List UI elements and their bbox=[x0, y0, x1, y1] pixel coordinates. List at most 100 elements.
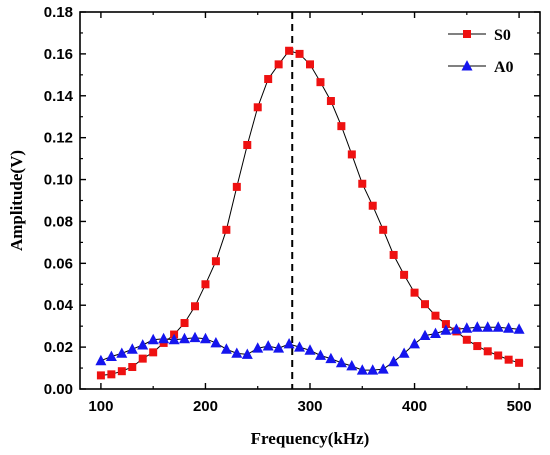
data-point-a0 bbox=[461, 322, 473, 333]
data-point-a0 bbox=[440, 324, 452, 335]
data-point-a0 bbox=[179, 332, 190, 344]
y-tick-label: 0.00 bbox=[44, 381, 73, 398]
data-point-a0 bbox=[430, 327, 441, 338]
y-tick-label: 0.10 bbox=[44, 172, 73, 189]
data-point-a0 bbox=[294, 341, 305, 352]
data-point-s0 bbox=[462, 335, 471, 344]
legend-marker-a0 bbox=[461, 60, 473, 71]
data-point-s0 bbox=[191, 302, 199, 311]
data-point-s0 bbox=[222, 225, 231, 234]
data-point-s0 bbox=[117, 367, 126, 376]
y-tick-label: 0.08 bbox=[44, 213, 73, 230]
data-point-s0 bbox=[138, 354, 147, 363]
data-point-s0 bbox=[128, 363, 137, 372]
x-tick-label: 200 bbox=[193, 398, 218, 415]
data-point-a0 bbox=[200, 332, 211, 344]
data-point-a0 bbox=[147, 333, 159, 345]
data-point-a0 bbox=[325, 352, 337, 364]
data-point-a0 bbox=[105, 350, 117, 361]
data-point-a0 bbox=[189, 331, 201, 343]
data-point-a0 bbox=[231, 347, 243, 358]
data-point-s0 bbox=[483, 347, 492, 356]
data-point-s0 bbox=[180, 319, 189, 328]
data-point-a0 bbox=[398, 347, 410, 358]
data-point-a0 bbox=[116, 347, 128, 358]
data-point-a0 bbox=[367, 364, 379, 375]
data-point-a0 bbox=[252, 342, 264, 353]
data-point-s0 bbox=[494, 351, 503, 360]
data-point-s0 bbox=[368, 201, 377, 210]
data-point-s0 bbox=[285, 46, 294, 55]
data-point-a0 bbox=[492, 321, 504, 332]
data-point-a0 bbox=[210, 337, 222, 348]
data-point-s0 bbox=[243, 140, 252, 149]
data-point-a0 bbox=[482, 321, 494, 332]
axis-labels-layer: Frequency(kHz) Amplitude(V) bbox=[7, 150, 369, 448]
data-point-s0 bbox=[295, 49, 304, 58]
data-point-s0 bbox=[326, 97, 335, 106]
data-point-s0 bbox=[316, 78, 325, 87]
data-point-s0 bbox=[201, 280, 210, 289]
data-point-a0 bbox=[346, 360, 358, 371]
data-point-s0 bbox=[410, 288, 419, 297]
data-point-a0 bbox=[220, 343, 232, 354]
legend-marker-s0 bbox=[463, 30, 471, 38]
y-axis-title: Amplitude(V) bbox=[7, 150, 26, 251]
data-point-a0 bbox=[450, 323, 462, 334]
x-tick-label: 100 bbox=[88, 398, 113, 415]
data-point-a0 bbox=[241, 348, 253, 359]
data-point-s0 bbox=[389, 250, 398, 259]
data-point-a0 bbox=[262, 340, 274, 351]
data-point-s0 bbox=[107, 370, 116, 379]
data-point-s0 bbox=[358, 179, 367, 188]
data-point-s0 bbox=[306, 60, 314, 69]
data-point-a0 bbox=[409, 338, 420, 349]
y-tick-label: 0.12 bbox=[44, 130, 73, 147]
y-tick-label: 0.04 bbox=[44, 297, 74, 314]
data-point-s0 bbox=[504, 355, 513, 364]
y-tick-label: 0.06 bbox=[44, 255, 73, 272]
data-point-a0 bbox=[273, 342, 285, 353]
data-point-s0 bbox=[379, 225, 388, 234]
data-point-s0 bbox=[96, 371, 105, 380]
data-point-s0 bbox=[149, 348, 158, 357]
data-point-a0 bbox=[471, 321, 483, 332]
x-tick-label: 500 bbox=[507, 398, 532, 415]
data-point-s0 bbox=[274, 60, 283, 69]
data-point-a0 bbox=[335, 356, 347, 368]
data-point-s0 bbox=[337, 122, 346, 131]
data-point-a0 bbox=[503, 322, 515, 333]
y-tick-label: 0.16 bbox=[44, 46, 73, 63]
data-point-a0 bbox=[137, 339, 149, 350]
series-markers-layer bbox=[95, 46, 525, 380]
data-point-s0 bbox=[473, 342, 482, 351]
y-tick-label: 0.18 bbox=[44, 4, 73, 21]
data-point-a0 bbox=[95, 354, 107, 366]
data-point-a0 bbox=[168, 333, 180, 345]
data-point-a0 bbox=[315, 349, 326, 360]
data-point-s0 bbox=[441, 320, 450, 329]
legend-label-s0: S0 bbox=[494, 27, 511, 44]
data-point-s0 bbox=[253, 103, 262, 112]
data-point-a0 bbox=[419, 329, 431, 340]
data-point-a0 bbox=[158, 332, 170, 344]
legend-label-a0: A0 bbox=[494, 59, 514, 76]
data-point-s0 bbox=[421, 300, 429, 309]
data-point-a0 bbox=[283, 338, 295, 349]
data-point-s0 bbox=[264, 75, 273, 84]
data-point-a0 bbox=[377, 363, 389, 374]
y-tick-label: 0.14 bbox=[44, 88, 74, 105]
data-point-a0 bbox=[513, 323, 525, 334]
x-axis-title: Frequency(kHz) bbox=[251, 429, 370, 448]
data-point-a0 bbox=[304, 344, 316, 355]
data-point-s0 bbox=[211, 257, 220, 266]
data-point-s0 bbox=[431, 311, 440, 320]
data-point-s0 bbox=[515, 358, 524, 367]
axes-layer: 100 200 300 400 500 0.00 0.02 0.04 0.06 0.08 0.10 0… bbox=[44, 4, 541, 415]
data-point-a0 bbox=[126, 343, 138, 354]
x-tick-label: 300 bbox=[297, 398, 322, 415]
data-point-s0 bbox=[232, 182, 241, 191]
data-point-s0 bbox=[347, 150, 356, 159]
data-point-a0 bbox=[388, 355, 400, 367]
